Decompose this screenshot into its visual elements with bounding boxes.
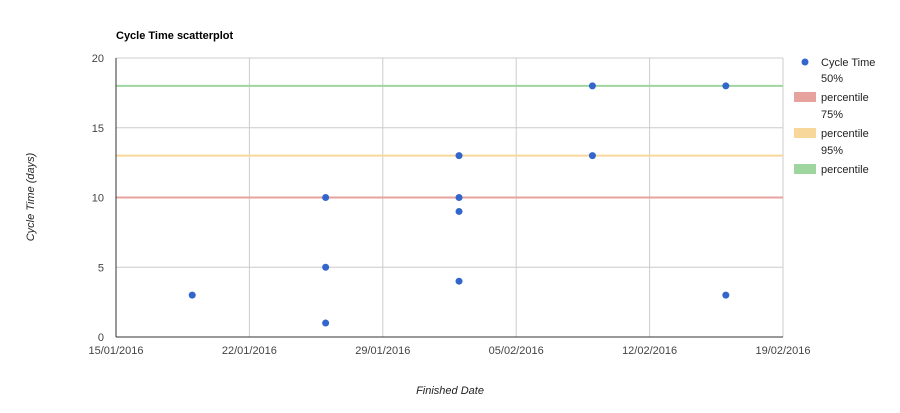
x-tick-label: 19/02/2016 bbox=[755, 345, 810, 357]
legend-label: percentile bbox=[821, 128, 869, 140]
data-point bbox=[455, 152, 463, 160]
x-tick-label: 22/01/2016 bbox=[222, 345, 277, 357]
data-point bbox=[588, 82, 596, 90]
data-point bbox=[322, 319, 330, 327]
y-tick-labels: 0 5 10 15 20 bbox=[92, 53, 104, 344]
data-point bbox=[188, 291, 196, 299]
legend-label: 75% bbox=[821, 109, 843, 121]
x-tick-label: 12/02/2016 bbox=[622, 345, 677, 357]
y-tick-label: 10 bbox=[92, 193, 104, 205]
data-point bbox=[322, 194, 330, 201]
legend-label: percentile bbox=[821, 164, 869, 176]
legend-marker-cycle-time bbox=[801, 58, 809, 66]
y-tick-label: 0 bbox=[98, 332, 104, 344]
legend-label: percentile bbox=[821, 92, 869, 104]
data-point bbox=[455, 207, 463, 215]
x-tick-label: 15/01/2016 bbox=[88, 345, 143, 357]
percentile-lines bbox=[116, 84, 783, 199]
legend-label: 50% bbox=[821, 73, 843, 85]
y-tick-label: 15 bbox=[92, 123, 104, 135]
data-point bbox=[588, 152, 596, 160]
legend-label: 95% bbox=[821, 145, 843, 157]
y-axis-title: Cycle Time (days) bbox=[25, 152, 37, 241]
legend: Cycle Time 50% percentile 75% percentile 95% p… bbox=[794, 57, 875, 176]
axes bbox=[115, 58, 783, 338]
data-point bbox=[722, 82, 730, 90]
data-point bbox=[322, 263, 330, 271]
x-tick-label: 05/02/2016 bbox=[489, 345, 544, 357]
data-points bbox=[188, 82, 730, 327]
x-axis-title: Finished Date bbox=[416, 385, 484, 397]
data-point bbox=[722, 291, 730, 299]
legend-swatch bbox=[794, 164, 816, 174]
legend-swatch bbox=[794, 128, 816, 138]
chart-title: Cycle Time scatterplot bbox=[116, 30, 234, 42]
y-tick-label: 5 bbox=[98, 262, 104, 274]
x-tick-label: 29/01/2016 bbox=[355, 345, 410, 357]
x-tick-labels: 15/01/2016 22/01/2016 29/01/2016 05/02/2016… bbox=[88, 345, 810, 357]
data-point bbox=[455, 194, 463, 201]
legend-swatch bbox=[794, 92, 816, 102]
legend-label: Cycle Time bbox=[821, 57, 875, 69]
y-tick-label: 20 bbox=[92, 53, 104, 65]
data-point bbox=[455, 277, 463, 285]
